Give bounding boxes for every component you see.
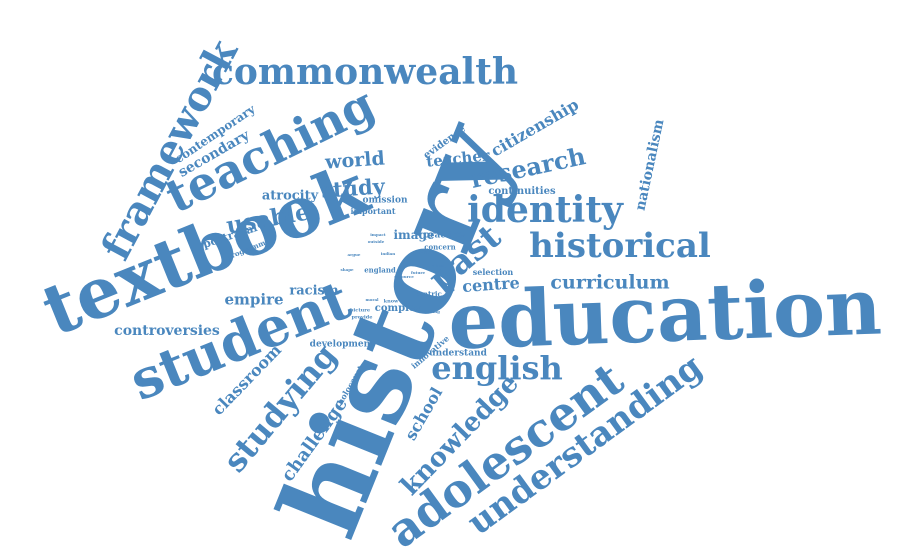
word-historical: historical bbox=[529, 226, 711, 266]
word-studying: studying bbox=[215, 336, 345, 480]
word-past: past bbox=[421, 216, 509, 300]
word-textbook: textbook bbox=[30, 147, 379, 353]
word-identity: identity bbox=[467, 189, 623, 231]
word-complex: complex bbox=[374, 303, 422, 314]
word-outside: outside bbox=[367, 239, 385, 244]
word-impact: impact bbox=[370, 232, 386, 237]
word-knowledge: knowledge bbox=[395, 368, 525, 502]
word-research: research bbox=[467, 141, 589, 194]
word-portrayal: portrayal bbox=[201, 221, 259, 251]
word-english: english bbox=[431, 349, 563, 387]
word-history: history bbox=[254, 106, 535, 554]
word-education: education bbox=[446, 261, 884, 368]
word-school: school bbox=[400, 383, 447, 444]
word-continuities: continuities bbox=[488, 186, 556, 197]
word-picture: picture bbox=[349, 307, 371, 314]
word-understand: understand bbox=[429, 348, 487, 359]
word-centric: centric bbox=[414, 289, 442, 299]
word-teacher: teacher bbox=[425, 146, 491, 171]
word-world: world bbox=[324, 147, 386, 174]
word-centre: centre bbox=[461, 273, 521, 296]
word-holocaust: holocaust bbox=[334, 363, 366, 407]
word-controversies: controversies bbox=[114, 323, 220, 339]
word-classroom: classroom bbox=[208, 340, 286, 419]
word-nationalism: nationalism bbox=[632, 117, 668, 213]
word-finding: finding bbox=[424, 309, 440, 314]
word-curriculum: curriculum bbox=[550, 271, 670, 294]
word-development: development bbox=[309, 339, 375, 350]
word-challenge: challenge bbox=[277, 393, 352, 486]
word-citizenship: citizenship bbox=[487, 94, 582, 161]
word-empire: empire bbox=[224, 290, 284, 309]
word-provide: provide bbox=[351, 314, 373, 321]
word-future: future bbox=[410, 270, 426, 275]
word-concern: concern bbox=[424, 242, 456, 252]
word-moral: moral bbox=[365, 297, 379, 302]
word-atrocity: atrocity bbox=[261, 188, 319, 204]
word-evidence: evidence bbox=[421, 123, 468, 162]
word-secondary: secondary bbox=[175, 127, 253, 181]
word-framework: framework bbox=[92, 31, 248, 268]
word-study: study bbox=[320, 173, 386, 203]
word-effect: effect bbox=[431, 263, 445, 268]
word-programme: programme bbox=[225, 236, 271, 262]
word-commonwealth: commonwealth bbox=[212, 51, 518, 93]
word-know: know bbox=[383, 298, 399, 305]
word-image: image bbox=[393, 228, 435, 242]
word-offer: offer bbox=[417, 249, 431, 256]
word-important: important bbox=[350, 206, 396, 216]
word-england: england bbox=[364, 265, 396, 275]
word-indian: indian bbox=[380, 251, 396, 256]
word-teaching: teaching bbox=[157, 76, 383, 224]
word-omission: omission bbox=[362, 195, 408, 206]
word-racism: racism bbox=[289, 283, 339, 299]
word-shape: shape bbox=[340, 267, 354, 272]
word-usable: usable bbox=[224, 198, 312, 240]
word-selection: selection bbox=[472, 267, 514, 277]
word-resource: resource bbox=[394, 274, 414, 279]
word-contemporary: contemporary bbox=[172, 101, 258, 167]
word-innovative: innovative bbox=[409, 333, 451, 371]
word-practice: practice bbox=[423, 230, 465, 241]
word-adolescent: adolescent bbox=[376, 351, 634, 556]
word-argue: argue bbox=[347, 252, 361, 257]
word-student: student bbox=[120, 267, 360, 413]
word-understanding: understanding bbox=[460, 346, 710, 544]
